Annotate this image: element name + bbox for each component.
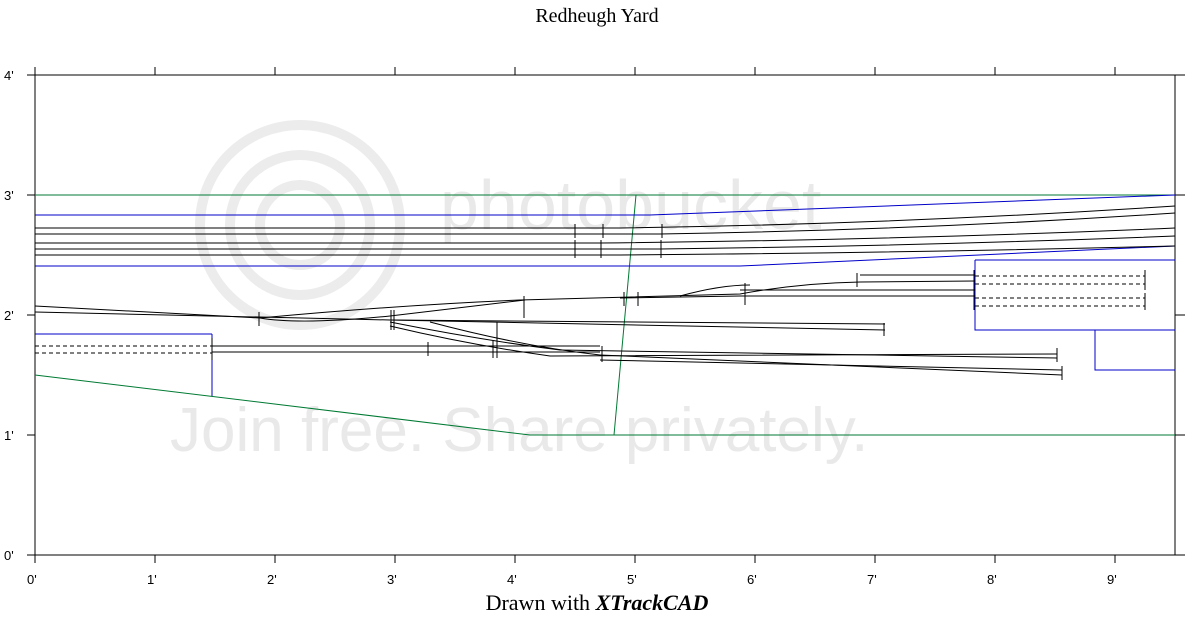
x-tick-label: 6' — [747, 572, 757, 587]
watermark-brand: photobucket — [440, 166, 822, 244]
axis-ticks — [27, 67, 1185, 563]
x-tick-label: 1' — [147, 572, 157, 587]
y-tick-label: 4' — [4, 68, 14, 83]
y-tick-label: 3' — [4, 188, 14, 203]
credit-line: Drawn with XTrackCAD — [0, 590, 1194, 616]
room-outline — [34, 194, 1175, 436]
x-tick-label: 3' — [387, 572, 397, 587]
y-tick-label: 2' — [4, 308, 14, 323]
x-tick-label: 2' — [267, 572, 277, 587]
x-tick-label: 8' — [987, 572, 997, 587]
x-tick-label: 0' — [27, 572, 37, 587]
watermark-logo — [195, 120, 405, 330]
watermark-slogan: Join free. Share privately. — [170, 396, 869, 465]
x-tick-label: 4' — [507, 572, 517, 587]
plan-title: Redheugh Yard — [535, 5, 659, 27]
track-network — [34, 205, 1176, 376]
staging-tracks — [35, 275, 1145, 354]
y-tick-label: 0' — [4, 548, 14, 563]
track-joints — [211, 224, 1146, 380]
y-tick-label: 1' — [4, 428, 14, 443]
x-tick-label: 7' — [867, 572, 877, 587]
x-tick-label: 5' — [627, 572, 637, 587]
credit-brand: XTrackCAD — [595, 590, 709, 615]
benchwork-outline — [35, 194, 1176, 396]
x-tick-label: 9' — [1107, 572, 1117, 587]
credit-prefix: Drawn with — [485, 590, 596, 615]
axis-tick-labels: 0' 1' 2' 3' 4' 5' 6' 7' 8' 9' 0' 1' 2' 3' 4' — [4, 68, 1117, 587]
